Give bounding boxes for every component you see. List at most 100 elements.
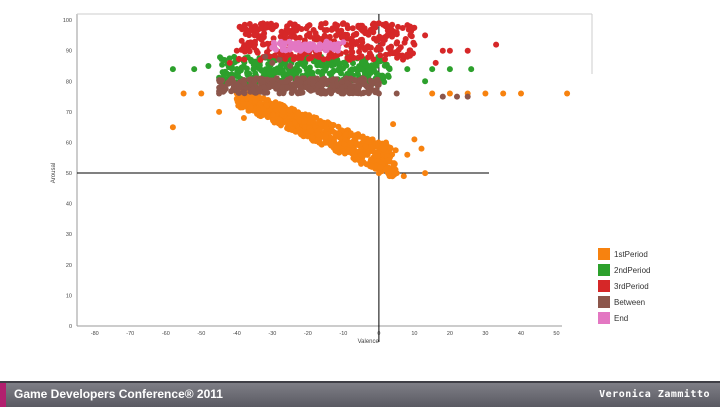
data-point: [373, 62, 380, 69]
data-point: [390, 162, 397, 169]
data-point: [439, 93, 446, 100]
data-point: [406, 47, 413, 54]
data-point: [422, 170, 429, 177]
x-tick-label: -40: [233, 331, 241, 337]
data-point: [372, 152, 378, 159]
data-point: [340, 65, 347, 72]
data-point: [251, 32, 258, 39]
data-point: [335, 131, 342, 138]
scatter-chart: -80 -70 -60 -50 -40 -30 -20 -10 0 10 20 30 40 50 0 10 20…: [51, 13, 593, 345]
data-point: [399, 52, 406, 59]
data-point: [404, 151, 411, 158]
y-tick-label: 60: [66, 140, 72, 146]
data-point: [365, 31, 372, 38]
data-point: [234, 98, 241, 105]
legend-item-between: Between: [598, 294, 708, 310]
x-tick-label: 10: [411, 331, 417, 337]
data-point: [241, 80, 247, 87]
data-point: [262, 53, 269, 60]
data-point: [307, 127, 314, 134]
data-point: [258, 25, 264, 32]
data-point: [310, 79, 317, 86]
data-point: [468, 66, 475, 73]
data-point: [329, 83, 336, 89]
data-point: [418, 145, 425, 152]
data-point: [307, 41, 314, 47]
x-axis-label: Valence: [358, 339, 380, 345]
data-point: [325, 55, 332, 62]
data-point: [296, 117, 303, 124]
data-point: [343, 49, 350, 56]
data-point: [169, 124, 176, 131]
data-point: [252, 70, 259, 77]
data-point: [500, 90, 507, 97]
data-point: [322, 133, 329, 140]
data-point: [252, 38, 258, 45]
data-point: [341, 141, 348, 148]
data-point: [322, 90, 329, 97]
data-point: [402, 36, 409, 42]
data-point: [362, 143, 369, 150]
data-point: [240, 101, 247, 107]
data-point: [380, 75, 387, 82]
data-point: [319, 78, 326, 85]
data-point: [255, 87, 261, 94]
footer-accent: [0, 383, 6, 407]
data-point: [304, 133, 311, 140]
data-point: [394, 54, 401, 61]
data-point: [564, 90, 571, 97]
legend-swatch: [598, 264, 610, 276]
data-point: [385, 73, 392, 80]
data-point: [276, 56, 283, 63]
data-point: [264, 114, 271, 121]
data-point: [291, 27, 298, 34]
legend-label: 3rdPeriod: [614, 281, 649, 291]
legend-label: Between: [614, 297, 646, 307]
data-point: [240, 63, 247, 70]
data-point: [253, 47, 260, 54]
data-point: [259, 78, 266, 85]
data-point: [358, 66, 365, 73]
data-point: [348, 83, 355, 89]
data-point: [333, 32, 339, 39]
data-point: [332, 24, 339, 31]
data-point: [387, 46, 394, 52]
data-point: [219, 69, 226, 76]
data-point: [374, 82, 381, 89]
data-point: [280, 71, 287, 78]
data-point: [298, 84, 304, 91]
data-point: [368, 144, 375, 151]
axes: [76, 13, 593, 342]
data-point: [333, 145, 340, 152]
data-point: [340, 20, 347, 27]
data-point: [351, 152, 358, 159]
y-axis-label: Arousal: [51, 163, 57, 183]
data-point: [361, 138, 368, 145]
data-point: [301, 41, 308, 48]
data-point: [358, 160, 365, 167]
data-point: [356, 84, 362, 90]
data-point: [323, 81, 330, 87]
data-point: [240, 115, 247, 121]
data-point: [335, 59, 342, 66]
legend-swatch: [598, 248, 610, 260]
data-point: [359, 77, 366, 84]
data-point: [404, 66, 411, 73]
data-point: [225, 80, 232, 87]
data-point: [282, 31, 289, 38]
legend-label: 1stPeriod: [614, 249, 648, 259]
data-point: [411, 41, 418, 48]
y-tick-label: 70: [66, 110, 72, 116]
legend-label: End: [614, 313, 629, 323]
data-point: [287, 121, 294, 128]
data-point: [393, 90, 400, 97]
data-point: [296, 34, 303, 41]
data-point: [411, 136, 418, 143]
legend-swatch: [598, 296, 610, 308]
data-point: [259, 95, 266, 102]
data-point: [261, 84, 268, 91]
data-point: [306, 30, 313, 37]
data-point: [276, 90, 283, 97]
data-point: [233, 66, 240, 72]
data-point: [377, 164, 384, 171]
